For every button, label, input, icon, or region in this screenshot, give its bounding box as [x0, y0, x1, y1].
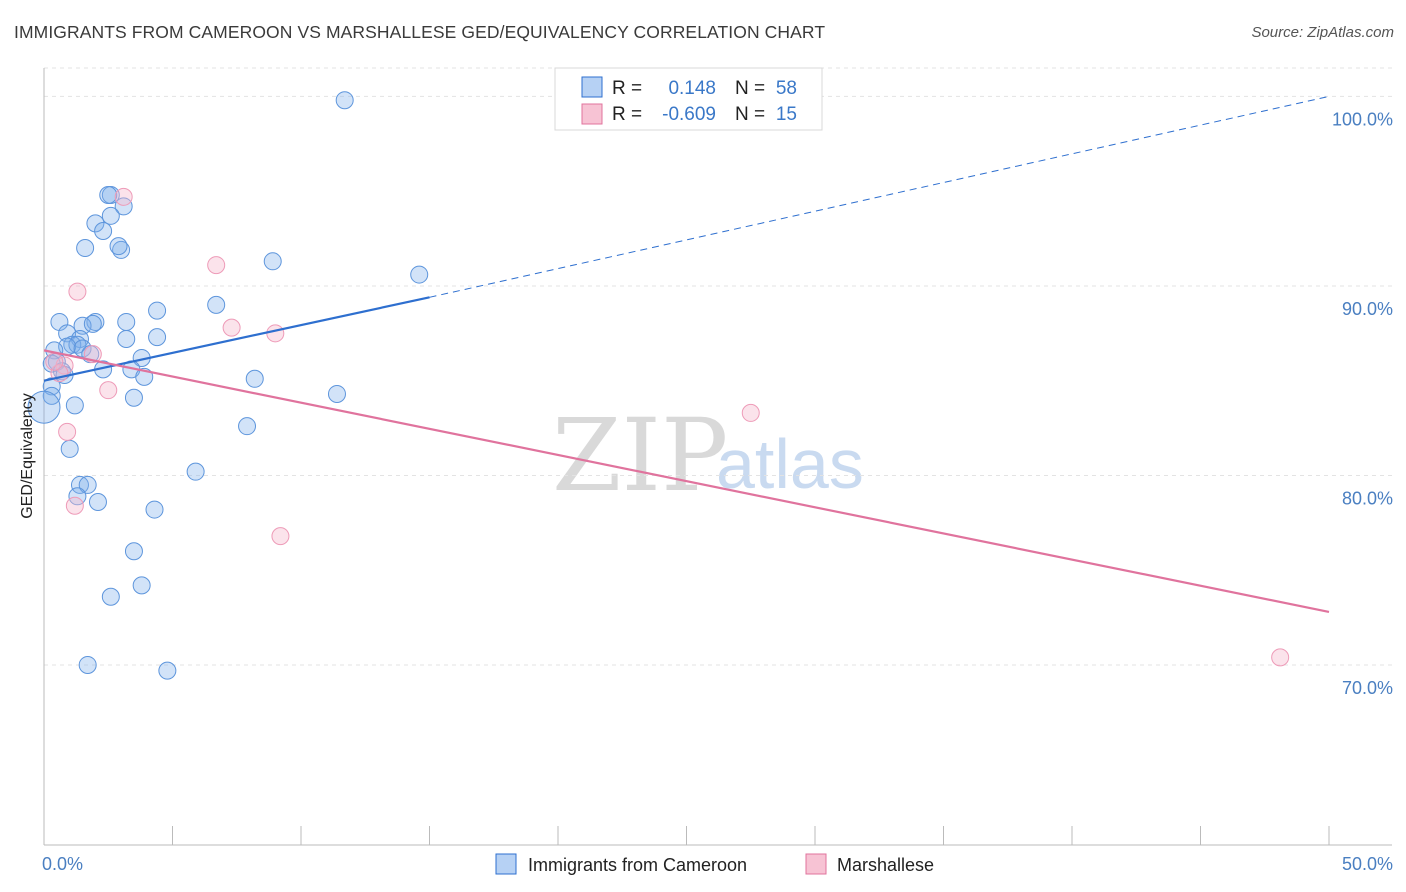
watermark-zip: ZIP — [552, 397, 728, 514]
point-marshallese — [271, 527, 290, 546]
y-tick-label: 100.0% — [1332, 109, 1393, 129]
point-marshallese — [222, 318, 241, 337]
point-cameroon — [76, 239, 95, 258]
point-marshallese — [207, 256, 226, 275]
point-cameroon — [327, 384, 346, 403]
point-cameroon — [158, 661, 177, 680]
point-cameroon — [132, 576, 151, 595]
legend-swatch-marshallese[interactable] — [805, 853, 827, 875]
stats-swatch-marshallese — [581, 103, 603, 125]
stats-n-label-cameroon: N = — [735, 78, 765, 99]
point-cameroon — [148, 328, 167, 347]
point-cameroon — [42, 377, 61, 396]
point-cameroon — [86, 214, 105, 233]
point-cameroon — [109, 237, 128, 256]
point-cameroon — [335, 91, 354, 110]
stats-r-label-cameroon: R = — [612, 78, 642, 99]
x-tick-label: 0.0% — [42, 854, 83, 874]
source-credit: Source: ZipAtlas.com — [1251, 24, 1394, 41]
point-cameroon — [117, 312, 136, 331]
x-ticks: 0.0% 50.0% — [42, 826, 1393, 874]
point-cameroon — [124, 388, 143, 407]
gridlines — [44, 67, 1392, 666]
stats-r-value-cameroon: 0.148 — [668, 78, 716, 99]
legend-label-cameroon[interactable]: Immigrants from Cameroon — [528, 855, 747, 875]
y-tick-label: 80.0% — [1342, 488, 1393, 508]
trend-line-cameroon-extension — [429, 95, 1330, 298]
point-cameroon — [145, 500, 164, 519]
point-cameroon — [101, 587, 120, 606]
trend-line-cameroon — [43, 296, 430, 382]
axes — [43, 68, 1392, 846]
point-cameroon — [124, 542, 143, 561]
y-tick-label: 70.0% — [1342, 678, 1393, 698]
legend: Immigrants from Cameroon Marshallese — [495, 853, 934, 875]
point-cameroon — [27, 390, 61, 424]
chart-title: IMMIGRANTS FROM CAMEROON VS MARSHALLESE … — [14, 22, 826, 42]
trend-line-marshallese — [43, 349, 1330, 613]
point-cameroon — [101, 206, 120, 225]
point-cameroon — [186, 462, 205, 481]
point-marshallese — [266, 324, 285, 343]
point-cameroon — [83, 314, 102, 333]
stats-r-value-marshallese: -0.609 — [662, 104, 716, 125]
legend-swatch-cameroon[interactable] — [495, 853, 517, 875]
point-cameroon — [117, 330, 136, 349]
point-cameroon — [65, 396, 84, 415]
stats-box: R = 0.148 N = 58 R = -0.609 N = 15 — [554, 67, 823, 131]
point-cameroon — [238, 417, 257, 436]
point-cameroon — [99, 185, 118, 204]
watermark-atlas: atlas — [716, 425, 864, 503]
point-marshallese — [58, 422, 77, 441]
point-cameroon — [114, 197, 133, 216]
point-marshallese — [45, 352, 64, 371]
point-cameroon — [207, 295, 226, 314]
stats-swatch-cameroon — [581, 76, 603, 98]
point-cameroon — [88, 492, 107, 511]
point-cameroon — [263, 252, 282, 271]
point-cameroon — [410, 265, 429, 284]
y-tick-labels: 100.0% 90.0% 80.0% 70.0% — [1332, 109, 1393, 698]
stats-n-value-marshallese: 15 — [776, 104, 797, 125]
point-cameroon — [78, 475, 97, 494]
point-cameroon — [70, 475, 89, 494]
point-marshallese — [741, 403, 760, 422]
y-tick-label: 90.0% — [1342, 299, 1393, 319]
point-cameroon — [148, 301, 167, 320]
point-marshallese — [68, 282, 87, 301]
stats-n-label-marshallese: N = — [735, 104, 765, 125]
stats-r-label-marshallese: R = — [612, 104, 642, 125]
point-cameroon — [60, 439, 79, 458]
y-axis-label: GED/Equivalency — [19, 393, 36, 518]
point-marshallese — [99, 381, 118, 400]
point-cameroon — [94, 221, 113, 240]
point-marshallese — [114, 187, 133, 206]
point-cameroon — [78, 655, 97, 674]
point-cameroon — [245, 369, 264, 388]
trend-lines — [43, 95, 1330, 613]
legend-label-marshallese[interactable]: Marshallese — [837, 855, 934, 875]
stats-n-value-cameroon: 58 — [776, 78, 797, 99]
point-marshallese — [1271, 648, 1290, 667]
x-tick-label: 50.0% — [1342, 854, 1393, 874]
point-marshallese — [65, 496, 84, 515]
